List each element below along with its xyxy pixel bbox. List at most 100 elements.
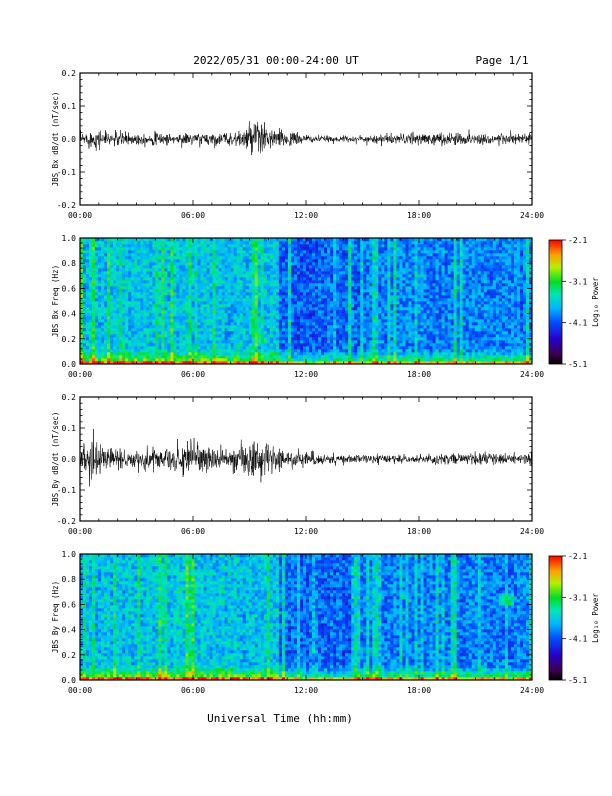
spectrogram-cell bbox=[348, 244, 351, 247]
spectrogram-cell bbox=[107, 340, 110, 343]
spectrogram-cell bbox=[213, 295, 216, 298]
spectrogram-cell bbox=[222, 319, 225, 322]
spectrogram-cell bbox=[101, 322, 104, 325]
spectrogram-cell bbox=[246, 313, 249, 316]
spectrogram-cell bbox=[306, 262, 309, 265]
spectrogram-cell bbox=[297, 316, 300, 319]
spectrogram-cell bbox=[176, 271, 179, 274]
spectrogram-cell bbox=[219, 304, 222, 307]
spectrogram-cell bbox=[312, 271, 315, 274]
spectrogram-cell bbox=[318, 328, 321, 331]
spectrogram-cell bbox=[173, 286, 176, 289]
spectrogram-cell bbox=[336, 283, 339, 286]
spectrogram-cell bbox=[390, 307, 393, 310]
spectrogram-cell bbox=[176, 337, 179, 340]
spectrogram-cell bbox=[137, 310, 140, 313]
spectrogram-cell bbox=[327, 244, 330, 247]
spectrogram-cell bbox=[327, 247, 330, 250]
spectrogram-cell bbox=[137, 277, 140, 280]
spectrogram-cell bbox=[161, 328, 164, 331]
spectrogram-cell bbox=[95, 310, 98, 313]
spectrogram-cell bbox=[92, 304, 95, 307]
spectrogram-cell bbox=[261, 280, 264, 283]
spectrogram-cell bbox=[261, 325, 264, 328]
spectrogram-cell bbox=[149, 301, 152, 304]
spectrogram-cell bbox=[381, 259, 384, 262]
spectrogram-cell bbox=[285, 316, 288, 319]
spectrogram-cell bbox=[161, 322, 164, 325]
spectrogram-cell bbox=[424, 316, 427, 319]
spectrogram-cell bbox=[146, 358, 149, 361]
spectrogram-cell bbox=[146, 322, 149, 325]
spectrogram-cell bbox=[427, 289, 430, 292]
spectrogram-cell bbox=[339, 280, 342, 283]
spectrogram-cell bbox=[360, 328, 363, 331]
spectrogram-cell bbox=[300, 265, 303, 268]
spectrogram-cell bbox=[300, 253, 303, 256]
spectrogram-cell bbox=[342, 268, 345, 271]
spectrogram-cell bbox=[143, 346, 146, 349]
spectrogram-cell bbox=[270, 271, 273, 274]
spectrogram-cell bbox=[405, 244, 408, 247]
spectrogram-cell bbox=[357, 283, 360, 286]
spectrogram-cell bbox=[315, 310, 318, 313]
spectrogram-cell bbox=[309, 286, 312, 289]
spectrogram-cell bbox=[354, 289, 357, 292]
spectrogram-cell bbox=[234, 313, 237, 316]
spectrogram-cell bbox=[427, 283, 430, 286]
spectrogram-cell bbox=[155, 259, 158, 262]
spectrogram-cell bbox=[345, 316, 348, 319]
spectrogram-cell bbox=[222, 301, 225, 304]
spectrogram-cell bbox=[107, 313, 110, 316]
spectrogram-cell bbox=[216, 313, 219, 316]
spectrogram-cell bbox=[381, 316, 384, 319]
spectrogram-cell bbox=[134, 313, 137, 316]
spectrogram-cell bbox=[134, 337, 137, 340]
spectrogram-cell bbox=[273, 286, 276, 289]
spectrogram-cell bbox=[243, 247, 246, 250]
spectrogram-cell bbox=[125, 298, 128, 301]
spectrogram-cell bbox=[282, 352, 285, 355]
spectrogram-cell bbox=[336, 358, 339, 361]
spectrogram-cell bbox=[128, 298, 131, 301]
spectrogram-cell bbox=[167, 298, 170, 301]
spectrogram-cell bbox=[294, 292, 297, 295]
spectrogram-cell bbox=[110, 298, 113, 301]
spectrogram-cell bbox=[309, 265, 312, 268]
spectrogram-cell bbox=[86, 295, 89, 298]
spectrogram-cell bbox=[240, 292, 243, 295]
spectrogram-cell bbox=[306, 358, 309, 361]
spectrogram-cell bbox=[170, 334, 173, 337]
spectrogram-cell bbox=[273, 310, 276, 313]
spectrogram-cell bbox=[267, 352, 270, 355]
spectrogram-cell bbox=[424, 268, 427, 271]
spectrogram-cell bbox=[158, 331, 161, 334]
spectrogram-cell bbox=[312, 352, 315, 355]
spectrogram-cell bbox=[155, 331, 158, 334]
spectrogram-cell bbox=[101, 259, 104, 262]
spectrogram-cell bbox=[348, 310, 351, 313]
spectrogram-cell bbox=[234, 304, 237, 307]
spectrogram-cell bbox=[188, 358, 191, 361]
spectrogram-cell bbox=[125, 355, 128, 358]
spectrogram-cell bbox=[411, 256, 414, 259]
spectrogram-cell bbox=[402, 289, 405, 292]
spectrogram-cell bbox=[225, 289, 228, 292]
spectrogram-cell bbox=[234, 331, 237, 334]
spectrogram-cell bbox=[357, 292, 360, 295]
spectrogram-cell bbox=[333, 247, 336, 250]
spectrogram-cell bbox=[321, 265, 324, 268]
spectrogram-cell bbox=[339, 328, 342, 331]
spectrogram-cell bbox=[146, 355, 149, 358]
spectrogram-cell bbox=[351, 256, 354, 259]
spectrogram-cell bbox=[309, 256, 312, 259]
spectrogram-cell bbox=[252, 313, 255, 316]
spectrogram-cell bbox=[243, 319, 246, 322]
spectrogram-cell bbox=[191, 265, 194, 268]
spectrogram-cell bbox=[309, 337, 312, 340]
spectrogram-cell bbox=[348, 253, 351, 256]
spectrogram-cell bbox=[390, 265, 393, 268]
spectrogram-cell bbox=[393, 304, 396, 307]
spectrogram-cell bbox=[372, 331, 375, 334]
spectrogram-cell bbox=[261, 337, 264, 340]
